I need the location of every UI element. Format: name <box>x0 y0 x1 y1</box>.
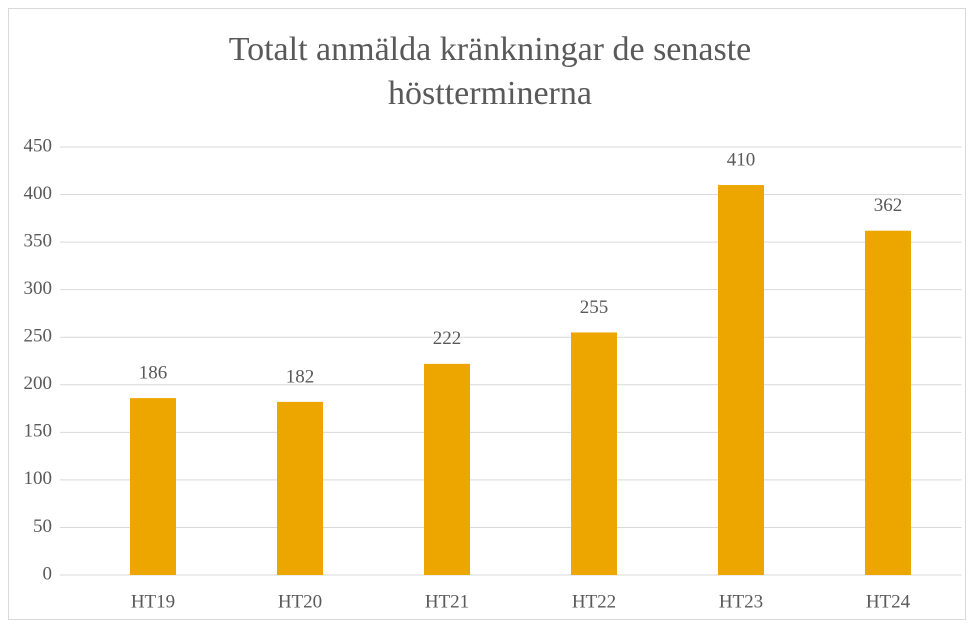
x-tick-label: HT20 <box>278 591 322 612</box>
y-tick-label: 350 <box>24 230 53 251</box>
bar <box>130 398 176 575</box>
data-label: 186 <box>139 362 168 383</box>
bar <box>718 185 764 576</box>
bar <box>277 401 323 575</box>
y-tick-label: 300 <box>24 278 53 299</box>
y-tick-label: 0 <box>43 563 53 584</box>
data-label: 255 <box>580 297 609 318</box>
x-tick-label: HT23 <box>719 591 763 612</box>
y-tick-label: 200 <box>24 373 53 394</box>
x-tick-label: HT24 <box>866 591 911 612</box>
y-tick-label: 450 <box>24 135 53 156</box>
y-tick-label: 400 <box>24 183 53 204</box>
bar <box>571 332 617 575</box>
data-label: 362 <box>874 195 903 216</box>
chart-frame <box>8 8 966 620</box>
bar <box>424 363 470 575</box>
data-label: 410 <box>727 149 756 170</box>
y-tick-label: 150 <box>24 421 53 442</box>
y-tick-label: 100 <box>24 468 53 489</box>
y-tick-label: 250 <box>24 326 53 347</box>
chart-title: Totalt anmälda kränkningar de senaste hö… <box>228 31 752 112</box>
x-tick-label: HT21 <box>425 591 469 612</box>
bar <box>865 230 911 575</box>
x-tick-label: HT19 <box>131 591 175 612</box>
y-tick-label: 50 <box>33 516 52 537</box>
data-label: 222 <box>433 328 462 349</box>
x-tick-label: HT22 <box>572 591 616 612</box>
data-label: 182 <box>286 366 315 387</box>
